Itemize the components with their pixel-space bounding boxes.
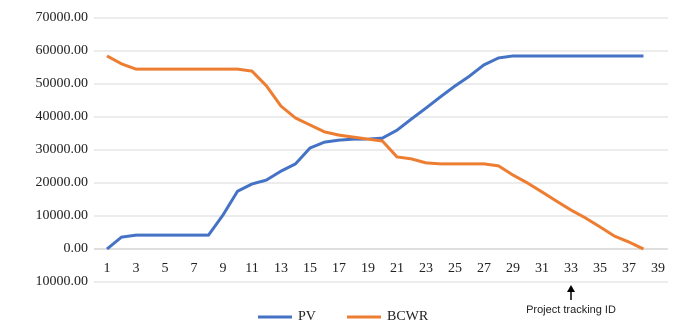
x-tick-label: 3 xyxy=(133,261,140,276)
x-tick-label: 29 xyxy=(506,261,520,276)
y-tick-label: 40000.00 xyxy=(36,109,89,124)
x-tick-label: 31 xyxy=(535,261,549,276)
y-tick-label: 70000.00 xyxy=(36,10,89,25)
y-tick-label: 10000.00 xyxy=(36,208,89,223)
x-tick-label: 35 xyxy=(593,261,607,276)
x-tick-label: 23 xyxy=(419,261,433,276)
x-tick-label: 11 xyxy=(245,261,258,276)
y-tick-label: 60000.00 xyxy=(36,43,89,58)
x-tick-label: 37 xyxy=(622,261,636,276)
x-tick-label: 7 xyxy=(191,261,198,276)
y-tick-label: 10000.00 xyxy=(36,274,89,289)
y-tick-label: 30000.00 xyxy=(36,142,89,157)
x-tick-label: 1 xyxy=(104,261,111,276)
x-tick-label: 9 xyxy=(220,261,227,276)
x-tick-label: 15 xyxy=(303,261,317,276)
x-tick-label: 5 xyxy=(162,261,169,276)
x-tick-label: 13 xyxy=(274,261,288,276)
annotation: Project tracking ID xyxy=(526,304,616,316)
x-tick-label: 19 xyxy=(361,261,375,276)
y-tick-label: 20000.00 xyxy=(36,175,89,190)
x-tick-label: 33 xyxy=(564,261,578,276)
x-tick-label: 21 xyxy=(390,261,404,276)
annotation-arrowhead xyxy=(567,285,575,292)
x-tick-label: 17 xyxy=(332,261,346,276)
y-tick-label: 0.00 xyxy=(64,241,89,256)
series-line xyxy=(106,54,644,251)
legend-label: PV xyxy=(298,309,316,324)
x-tick-label: 27 xyxy=(477,261,491,276)
series-line xyxy=(106,54,645,251)
x-tick-label: 39 xyxy=(651,261,665,276)
x-tick-label: 25 xyxy=(448,261,462,276)
legend-label: BCWR xyxy=(387,309,429,324)
y-tick-label: 50000.00 xyxy=(36,76,89,91)
